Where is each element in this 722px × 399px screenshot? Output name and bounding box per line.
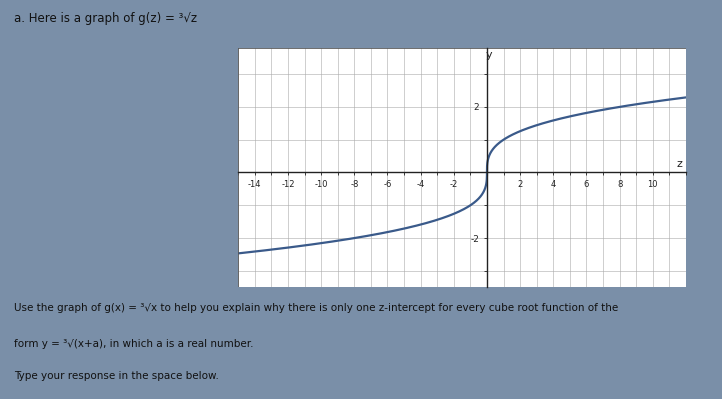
Text: a. Here is a graph of g(z) = ³√z: a. Here is a graph of g(z) = ³√z <box>14 12 198 25</box>
Text: y: y <box>486 49 492 59</box>
Text: Type your response in the space below.: Type your response in the space below. <box>14 371 219 381</box>
Text: z: z <box>677 158 682 168</box>
Text: form y = ³√(x+a), in which a is a real number.: form y = ³√(x+a), in which a is a real n… <box>14 339 254 349</box>
Text: Use the graph of g(x) = ³√x to help you explain why there is only one z-intercep: Use the graph of g(x) = ³√x to help you … <box>14 303 619 313</box>
